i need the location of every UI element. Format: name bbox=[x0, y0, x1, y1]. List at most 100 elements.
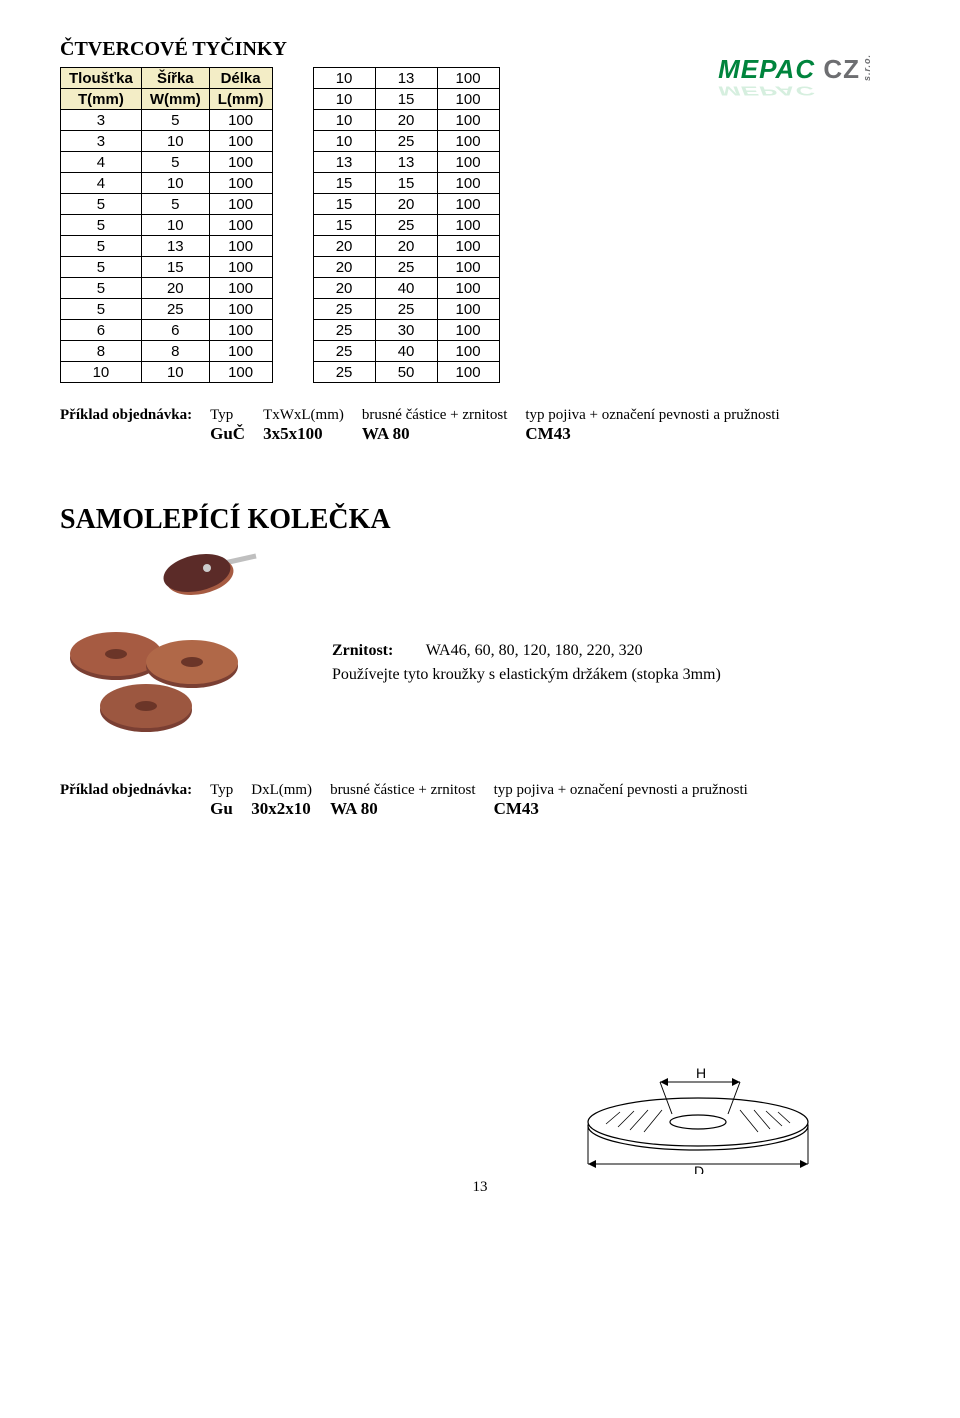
table-cell: 100 bbox=[437, 110, 499, 131]
example1-v1: 3x5x100 bbox=[263, 424, 362, 444]
example2-v3: CM43 bbox=[494, 799, 766, 819]
table-cell: 100 bbox=[437, 278, 499, 299]
table-cell: 100 bbox=[437, 362, 499, 383]
table-cell: 5 bbox=[61, 194, 142, 215]
example-2: Příklad objednávka: Typ DxL(mm) brusné č… bbox=[60, 782, 900, 819]
product-illustration bbox=[60, 546, 260, 746]
table-cell: 13 bbox=[375, 68, 437, 89]
table-row: 2040100 bbox=[313, 278, 499, 299]
example1-v0: GuČ bbox=[210, 424, 263, 444]
table-cell: 3 bbox=[61, 131, 142, 152]
table-cell: 25 bbox=[313, 341, 375, 362]
example1-label: Příklad objednávka: bbox=[60, 407, 210, 424]
table-cell: 5 bbox=[61, 278, 142, 299]
table-cell: 40 bbox=[375, 278, 437, 299]
table-cell: 100 bbox=[209, 278, 272, 299]
table-cell: 100 bbox=[437, 194, 499, 215]
table-row: 1013100 bbox=[313, 68, 499, 89]
table-header-row: Tloušťka Šířka Délka bbox=[61, 68, 273, 89]
table-cell: 6 bbox=[141, 320, 209, 341]
table-cell: 13 bbox=[313, 152, 375, 173]
table-ctvercove-2: 1013100101510010201001025100131310015151… bbox=[313, 67, 500, 383]
col-t: T(mm) bbox=[61, 89, 142, 110]
table-cell: 100 bbox=[209, 152, 272, 173]
table-row: 515100 bbox=[61, 257, 273, 278]
table-cell: 100 bbox=[437, 236, 499, 257]
table-cell: 100 bbox=[437, 299, 499, 320]
table-cell: 100 bbox=[209, 194, 272, 215]
table-cell: 100 bbox=[209, 173, 272, 194]
table-cell: 30 bbox=[375, 320, 437, 341]
col-w: W(mm) bbox=[141, 89, 209, 110]
example2-label: Příklad objednávka: bbox=[60, 782, 210, 799]
table-row: 1025100 bbox=[313, 131, 499, 152]
example1-h3: typ pojiva + označení pevnosti a pružnos… bbox=[525, 407, 797, 424]
table-cell: 100 bbox=[437, 320, 499, 341]
table-row: 1010100 bbox=[61, 362, 273, 383]
table-row: 2525100 bbox=[313, 299, 499, 320]
table-cell: 100 bbox=[209, 320, 272, 341]
table-row: 410100 bbox=[61, 173, 273, 194]
table-cell: 8 bbox=[61, 341, 142, 362]
page-number: 13 bbox=[60, 1179, 900, 1196]
logo-sro: s.r.o. bbox=[862, 54, 872, 81]
table-cell: 15 bbox=[375, 173, 437, 194]
table-cell: 20 bbox=[141, 278, 209, 299]
table-cell: 13 bbox=[141, 236, 209, 257]
example2-h1: DxL(mm) bbox=[251, 782, 330, 799]
table-row: 2025100 bbox=[313, 257, 499, 278]
table-cell: 20 bbox=[375, 236, 437, 257]
table-cell: 100 bbox=[209, 299, 272, 320]
table-cell: 20 bbox=[313, 236, 375, 257]
table-cell: 25 bbox=[313, 299, 375, 320]
table-subheader-row: T(mm) W(mm) L(mm) bbox=[61, 89, 273, 110]
table-cell: 100 bbox=[209, 215, 272, 236]
logo-suffix: CZ bbox=[823, 54, 860, 84]
table-row: 35100 bbox=[61, 110, 273, 131]
table-cell: 100 bbox=[437, 173, 499, 194]
table-cell: 6 bbox=[61, 320, 142, 341]
table-row: 1525100 bbox=[313, 215, 499, 236]
table-row: 88100 bbox=[61, 341, 273, 362]
table-cell: 13 bbox=[375, 152, 437, 173]
section-title-2: SAMOLEPÍCÍ KOLEČKA bbox=[60, 504, 900, 536]
example-1: Příklad objednávka: Typ TxWxL(mm) brusné… bbox=[60, 407, 900, 444]
table-cell: 10 bbox=[141, 215, 209, 236]
table-cell: 8 bbox=[141, 341, 209, 362]
table-cell: 5 bbox=[141, 152, 209, 173]
table-cell: 20 bbox=[313, 257, 375, 278]
table-cell: 5 bbox=[61, 215, 142, 236]
table-cell: 15 bbox=[141, 257, 209, 278]
table-cell: 10 bbox=[61, 362, 142, 383]
table-cell: 25 bbox=[375, 215, 437, 236]
table-cell: 100 bbox=[437, 341, 499, 362]
col-tloustka: Tloušťka bbox=[61, 68, 142, 89]
table-cell: 10 bbox=[313, 89, 375, 110]
table-cell: 10 bbox=[313, 110, 375, 131]
table-cell: 100 bbox=[209, 362, 272, 383]
table-cell: 15 bbox=[375, 89, 437, 110]
example2-v1: 30x2x10 bbox=[251, 799, 330, 819]
table-ctvercove-1: Tloušťka Šířka Délka T(mm) W(mm) L(mm) 3… bbox=[60, 67, 273, 383]
table-cell: 100 bbox=[209, 236, 272, 257]
table-cell: 100 bbox=[209, 131, 272, 152]
table-cell: 5 bbox=[61, 257, 142, 278]
table-cell: 15 bbox=[313, 194, 375, 215]
table-cell: 10 bbox=[141, 131, 209, 152]
table-cell: 5 bbox=[141, 194, 209, 215]
table-cell: 10 bbox=[141, 173, 209, 194]
logo-reflection: MEPAC bbox=[718, 83, 860, 99]
dimension-diagram: H D bbox=[568, 1064, 828, 1174]
example2-v2: WA 80 bbox=[330, 799, 494, 819]
table-row: 1020100 bbox=[313, 110, 499, 131]
table-row: 310100 bbox=[61, 131, 273, 152]
table-row: 2530100 bbox=[313, 320, 499, 341]
table-cell: 100 bbox=[437, 131, 499, 152]
table-cell: 15 bbox=[313, 215, 375, 236]
table-cell: 15 bbox=[313, 173, 375, 194]
specs-note: Používejte tyto kroužky s elastickým drž… bbox=[332, 666, 721, 684]
example1-v3: CM43 bbox=[525, 424, 797, 444]
table-cell: 50 bbox=[375, 362, 437, 383]
table-cell: 10 bbox=[313, 131, 375, 152]
table-cell: 40 bbox=[375, 341, 437, 362]
